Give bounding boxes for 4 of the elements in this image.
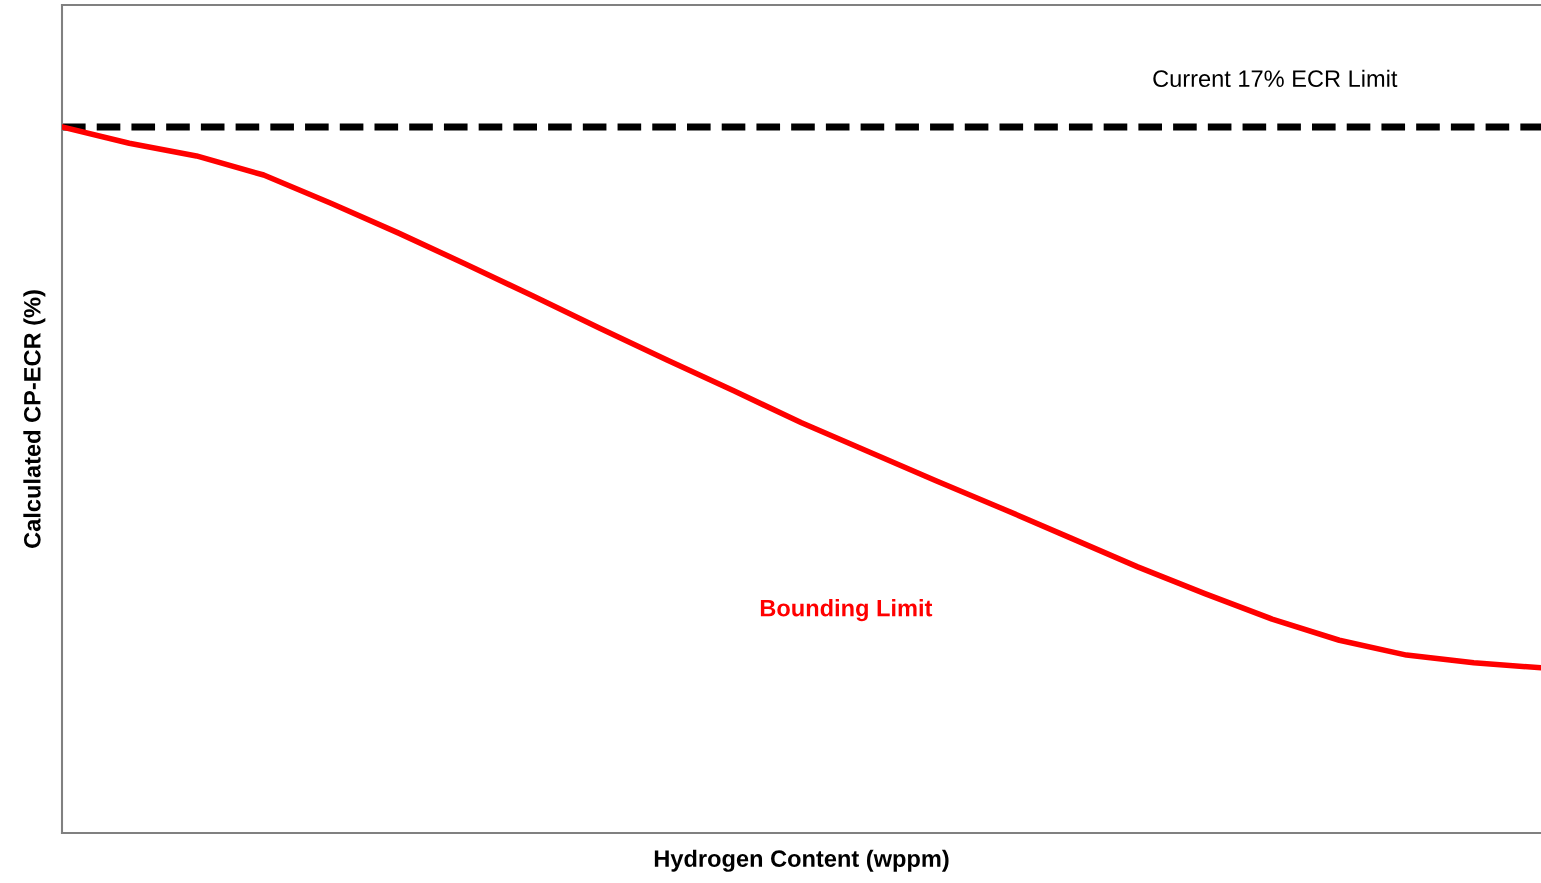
y-axis-title: Calculated CP-ECR (%): [23, 290, 46, 548]
x-axis-title: Hydrogen Content (wppm): [654, 849, 949, 872]
text: Bounding Limit: [760, 599, 933, 622]
ref-line-label: Current 17% ECR Limit: [1153, 69, 1398, 88]
